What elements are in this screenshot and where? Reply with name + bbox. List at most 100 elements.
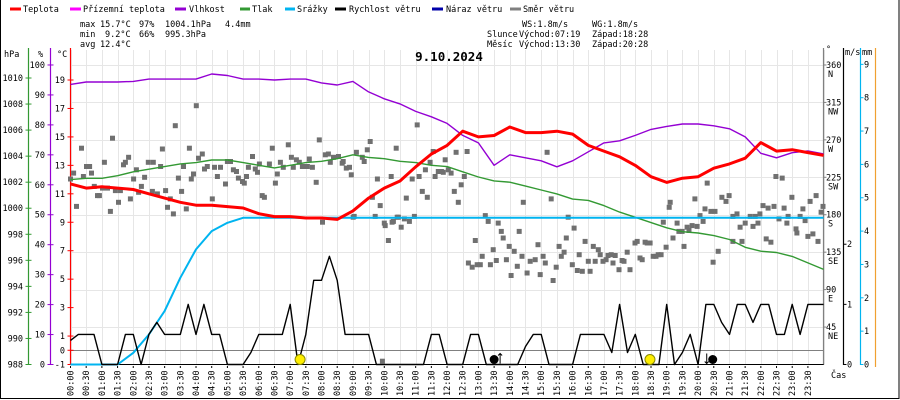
wind-direction-point bbox=[398, 224, 404, 230]
wind-direction-point bbox=[487, 262, 493, 268]
x-tick-label: 08:30 bbox=[333, 370, 343, 396]
stat-min-pressure: 995.3hPa bbox=[165, 30, 206, 40]
wind-direction-point bbox=[451, 188, 457, 194]
wind-direction-point bbox=[390, 218, 396, 224]
x-tick-label: 17:30 bbox=[616, 370, 626, 396]
wind-direction-point bbox=[320, 219, 325, 225]
direction-compass-label: SE bbox=[828, 257, 838, 267]
legend-item-tlak: Tlak bbox=[240, 5, 272, 15]
pressure-tick-label: 1006 bbox=[3, 126, 23, 136]
x-tick-label: 20:30 bbox=[710, 370, 720, 396]
x-tick-label: 05:30 bbox=[239, 370, 249, 396]
wind-direction-point bbox=[272, 180, 278, 186]
wind-direction-point bbox=[810, 231, 816, 237]
wind-direction-point bbox=[719, 194, 725, 200]
wind-direction-point bbox=[142, 174, 148, 180]
wind-direction-point bbox=[561, 249, 567, 255]
wind-direction-point bbox=[409, 176, 415, 182]
wind-direction-point bbox=[490, 247, 496, 253]
wind-direction-point bbox=[532, 257, 538, 263]
humidity-tick-label: 80 bbox=[35, 121, 45, 131]
humidity-tick-label: 70 bbox=[35, 151, 45, 161]
wind-direction-point bbox=[252, 166, 258, 172]
direction-tick-label: 180 bbox=[826, 211, 841, 221]
rain-tick-label: 8 bbox=[864, 94, 869, 104]
x-tick-label: 06:30 bbox=[270, 370, 280, 396]
x-tick-label: 14:30 bbox=[521, 370, 531, 396]
wind_speed-unit-label: m/s bbox=[845, 48, 860, 58]
x-tick-label: 15:00 bbox=[537, 370, 547, 396]
direction-compass-label: S bbox=[828, 220, 833, 230]
pressure-tick-label: 990 bbox=[8, 334, 23, 344]
wind-direction-point bbox=[747, 213, 753, 219]
wind-direction-point bbox=[726, 193, 732, 199]
wind-direction-point bbox=[163, 188, 169, 194]
wind-direction-point bbox=[149, 188, 155, 194]
wind-direction-point bbox=[261, 194, 267, 200]
x-tick-label: 12:30 bbox=[459, 370, 469, 396]
legend-label-smer-vetru: Směr větru bbox=[523, 5, 574, 15]
wind-direction-point bbox=[80, 174, 86, 179]
moon-label: Měsíc bbox=[487, 40, 513, 50]
wind-direction-point bbox=[692, 196, 698, 202]
series-line-temperature bbox=[70, 125, 824, 221]
wind-direction-point bbox=[765, 205, 771, 211]
wind-direction-point bbox=[666, 204, 672, 210]
wind-direction-point bbox=[343, 165, 349, 171]
moonrise-time: Východ:13:30 bbox=[519, 40, 580, 50]
chart-title: 9.10.2024 bbox=[415, 49, 483, 64]
wind-direction-point bbox=[520, 199, 526, 205]
wind-direction-point bbox=[101, 159, 107, 165]
x-tick-label: 20:00 bbox=[694, 370, 704, 396]
wind-direction-point bbox=[563, 235, 569, 241]
rain-tick-label: 1 bbox=[864, 327, 869, 337]
wind-direction-point bbox=[655, 252, 661, 258]
info-block: WS:1.8m/s WG:1.8m/s Slunce Východ:07:19 … bbox=[487, 20, 648, 50]
wind-direction-point bbox=[325, 151, 331, 157]
wind-direction-point bbox=[361, 159, 367, 164]
direction-unit-label: ° bbox=[826, 45, 831, 55]
wind-direction-point bbox=[779, 175, 785, 181]
wind-direction-point bbox=[820, 203, 826, 209]
temperature-tick-label: 11 bbox=[55, 190, 65, 200]
wind-direction-point bbox=[133, 167, 139, 173]
wind-gust-max: WG:1.8m/s bbox=[592, 20, 638, 30]
legend-item-prizemni-teplota: Přízemní teplota bbox=[70, 5, 165, 15]
x-axis-label: Čas bbox=[831, 369, 846, 381]
sunrise-marker bbox=[294, 354, 306, 365]
direction-compass-label: NE bbox=[828, 332, 838, 342]
rain-tick-label: 0 bbox=[864, 361, 869, 371]
wind-direction-point bbox=[781, 205, 787, 211]
wind-direction-point bbox=[359, 154, 365, 160]
sun-label: Slunce bbox=[487, 30, 518, 40]
wind-direction-point bbox=[218, 164, 223, 170]
wind-direction-point bbox=[514, 263, 520, 269]
wind-direction-point bbox=[154, 191, 160, 197]
humidity-tick-label: 20 bbox=[35, 301, 45, 311]
wind-direction-point bbox=[453, 149, 459, 155]
wind-direction-point bbox=[605, 253, 611, 258]
wind-direction-point bbox=[79, 145, 84, 151]
wind-direction-point bbox=[244, 174, 249, 179]
wind-direction-point bbox=[411, 213, 417, 219]
wind-direction-point bbox=[516, 228, 522, 234]
wind-direction-point bbox=[800, 206, 806, 212]
x-tick-label: 15:30 bbox=[553, 370, 563, 396]
legend-item-teplota: Teplota bbox=[10, 5, 59, 15]
wind-direction-scatter bbox=[68, 103, 826, 364]
wind-direction-point bbox=[309, 164, 315, 170]
sunset-time: Západ:18:28 bbox=[592, 30, 648, 40]
wind-direction-point bbox=[750, 223, 756, 229]
wind-direction-point bbox=[181, 164, 186, 169]
wind-direction-point bbox=[527, 258, 533, 264]
temperature-tick-label: 13 bbox=[55, 161, 65, 171]
pressure-tick-label: 1008 bbox=[3, 100, 23, 110]
wind-direction-point bbox=[266, 161, 272, 167]
stat-min-humidity: 66% bbox=[139, 30, 154, 40]
legend-label-prizemni-teplota: Přízemní teplota bbox=[83, 5, 165, 15]
wind-direction-point bbox=[674, 220, 680, 226]
wind-direction-point bbox=[159, 146, 165, 152]
wind-direction-point bbox=[610, 260, 616, 266]
x-tick-label: 22:30 bbox=[773, 370, 783, 396]
